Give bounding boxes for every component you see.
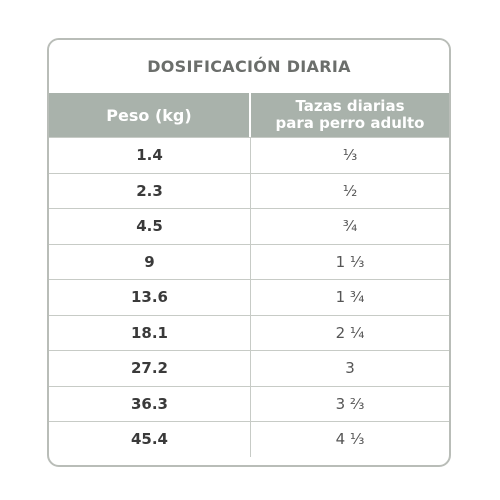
- cups-cell: 3 ²⁄₃: [335, 394, 365, 413]
- header-cups: Tazas diarias para perro adulto: [251, 93, 449, 137]
- weight-cell: 4.5: [49, 209, 251, 244]
- table-row: 18.1 2 ¹⁄₄: [49, 314, 449, 350]
- weight-cell: 45.4: [49, 422, 251, 457]
- weight-cell: 27.2: [49, 351, 251, 386]
- cups-cell: ¹⁄₂: [342, 181, 358, 200]
- cups-cell: 2 ¹⁄₄: [335, 323, 365, 342]
- weight-cell: 36.3: [49, 386, 251, 421]
- table-row: 9 1 ¹⁄₃: [49, 243, 449, 279]
- cups-cell: ¹⁄₃: [342, 146, 358, 165]
- cups-cell: ³⁄₄: [342, 217, 358, 236]
- weight-cell: 9: [49, 244, 251, 279]
- cups-cell: 1 ³⁄₄: [335, 288, 365, 307]
- table-header: Peso (kg) Tazas diarias para perro adult…: [49, 93, 449, 137]
- table-row: 13.6 1 ³⁄₄: [49, 279, 449, 315]
- weight-cell: 13.6: [49, 280, 251, 315]
- cups-cell: 3: [345, 359, 355, 378]
- weight-cell: 1.4: [49, 138, 251, 173]
- table-row: 36.3 3 ²⁄₃: [49, 385, 449, 421]
- cups-cell: 1 ¹⁄₃: [335, 252, 365, 271]
- table-row: 45.4 4 ¹⁄₃: [49, 421, 449, 457]
- table-row: 4.5 ³⁄₄: [49, 208, 449, 244]
- cups-cell: 4 ¹⁄₃: [335, 430, 365, 449]
- header-cups-line1: Tazas diarias: [295, 97, 405, 115]
- table-title: DOSIFICACIÓN DIARIA: [49, 40, 449, 93]
- header-cups-line2: para perro adulto: [275, 114, 425, 132]
- weight-cell: 2.3: [49, 173, 251, 208]
- header-weight: Peso (kg): [49, 93, 251, 137]
- table-row: 1.4 ¹⁄₃: [49, 137, 449, 173]
- dosage-table: DOSIFICACIÓN DIARIA Peso (kg) Tazas diar…: [47, 38, 451, 467]
- table-row: 27.2 3: [49, 350, 449, 386]
- table-row: 2.3 ¹⁄₂: [49, 172, 449, 208]
- weight-cell: 18.1: [49, 315, 251, 350]
